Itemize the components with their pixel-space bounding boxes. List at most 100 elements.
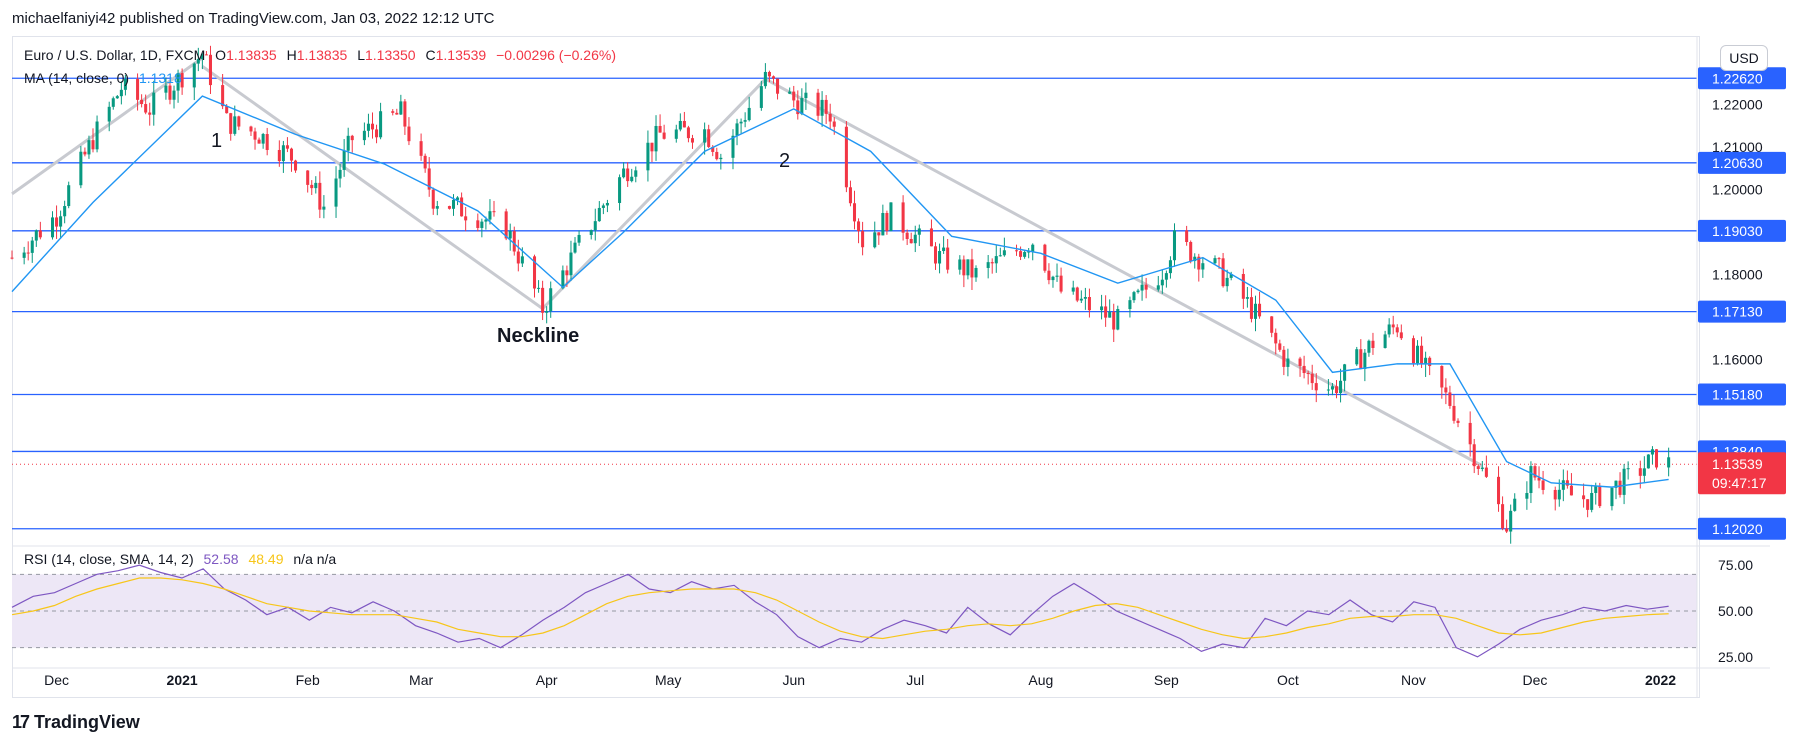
time-tick-label: Mar	[409, 672, 433, 688]
candle-body	[79, 151, 83, 186]
candle-body	[597, 207, 601, 222]
candle-body	[520, 256, 524, 264]
tradingview-logo-text: TradingView	[34, 712, 140, 732]
time-tick-label: Apr	[536, 672, 558, 688]
level-tag	[1698, 219, 1786, 242]
candle-body	[1043, 244, 1047, 271]
candle-body	[946, 247, 950, 270]
candle-body	[618, 177, 622, 203]
candle-body	[123, 79, 127, 90]
candle-body	[1071, 287, 1075, 292]
candle-body	[261, 134, 265, 144]
time-tick-label: Sep	[1154, 672, 1179, 688]
candle-body	[34, 230, 38, 241]
candle-body	[460, 197, 464, 217]
candle-body	[1306, 373, 1310, 375]
candle-body	[1326, 389, 1330, 391]
candle-body	[111, 98, 115, 107]
candle-body	[767, 71, 771, 77]
candle-body	[933, 246, 938, 264]
legend-change: −0.00296 (−0.26%)	[496, 47, 616, 63]
candle-body	[1582, 495, 1586, 500]
candle-body	[115, 96, 119, 99]
candle-body	[1310, 373, 1314, 384]
level-tag-label: 1.17130	[1712, 304, 1763, 320]
candle-body	[480, 221, 484, 228]
trend-line	[11, 56, 204, 196]
candle-body	[824, 99, 828, 114]
candle-body	[1440, 366, 1444, 388]
candle-body	[423, 155, 427, 169]
candle-body	[788, 91, 792, 94]
candle-body	[601, 205, 605, 208]
candle-body	[1055, 275, 1059, 277]
legend-close-value: 1.13539	[435, 47, 487, 63]
candle-body	[1270, 316, 1274, 333]
candle-body	[747, 107, 751, 121]
candle-body	[1533, 466, 1537, 478]
candle-body	[435, 206, 439, 209]
candle-body	[844, 126, 848, 188]
candle-body	[294, 160, 298, 171]
last-price-tag	[1698, 452, 1786, 495]
candle-body	[1367, 340, 1371, 353]
candle-body	[630, 176, 634, 182]
candle-body	[1626, 468, 1630, 470]
candle-body	[237, 116, 241, 127]
candle-body	[990, 262, 994, 264]
chart-frame[interactable]	[12, 36, 1700, 698]
candle-body	[512, 231, 516, 252]
candle-body	[1472, 444, 1476, 467]
price-tick-label: 1.18000	[1712, 267, 1763, 283]
candle-body	[970, 259, 974, 278]
candle-body	[59, 216, 63, 227]
rsi-tick-label: 50.00	[1718, 603, 1753, 619]
candle-body	[1314, 383, 1318, 391]
candle-body	[1282, 349, 1286, 367]
candle-body	[1079, 298, 1083, 301]
candle-body	[998, 255, 1002, 257]
legend-open-label: O	[215, 47, 227, 63]
currency-badge[interactable]: USD	[1720, 45, 1768, 71]
time-tick-label: Jun	[782, 672, 805, 688]
candle-body	[1355, 349, 1359, 365]
candle-body	[362, 130, 366, 141]
rsi-ma-value: 48.49	[248, 551, 284, 567]
candle-body	[403, 101, 407, 127]
candle-body	[711, 146, 715, 152]
candle-body	[545, 311, 549, 313]
candle-body	[1395, 327, 1399, 333]
price-legend: Euro / U.S. Dollar, 1D, FXCM O1.13835 H1…	[24, 47, 622, 63]
candle-body	[1650, 449, 1654, 455]
tradingview-logo[interactable]: 17 TradingView	[12, 712, 140, 733]
level-tag	[1698, 151, 1786, 174]
time-tick-label: Nov	[1401, 672, 1426, 688]
candle-body	[136, 79, 140, 100]
candle-body	[848, 187, 852, 204]
level-tag-label: 1.19030	[1712, 223, 1763, 239]
time-tick-label: May	[655, 672, 681, 688]
candle-body	[828, 113, 832, 122]
candle-body	[407, 126, 411, 142]
candle-body	[634, 170, 638, 177]
candle-body	[715, 151, 719, 160]
candle-body	[537, 287, 541, 289]
legend-high-value: 1.13835	[296, 47, 348, 63]
candle-body	[873, 232, 877, 248]
candle-body	[1359, 349, 1363, 370]
candle-body	[719, 157, 723, 160]
candle-body	[229, 113, 233, 134]
candle-body	[1189, 242, 1193, 262]
rsi-na: n/a n/a	[293, 551, 337, 567]
candle-body	[763, 71, 767, 87]
candle-body	[334, 178, 338, 207]
level-tag	[1698, 300, 1786, 323]
legend-symbol: Euro / U.S. Dollar, 1D, FXCM	[24, 47, 206, 63]
candle-body	[427, 168, 431, 190]
candle-body	[1128, 300, 1132, 310]
ma-value: 1.1318	[138, 70, 182, 86]
time-tick-label: Feb	[296, 672, 320, 688]
candle-body	[172, 90, 176, 100]
candle-body	[877, 232, 881, 236]
